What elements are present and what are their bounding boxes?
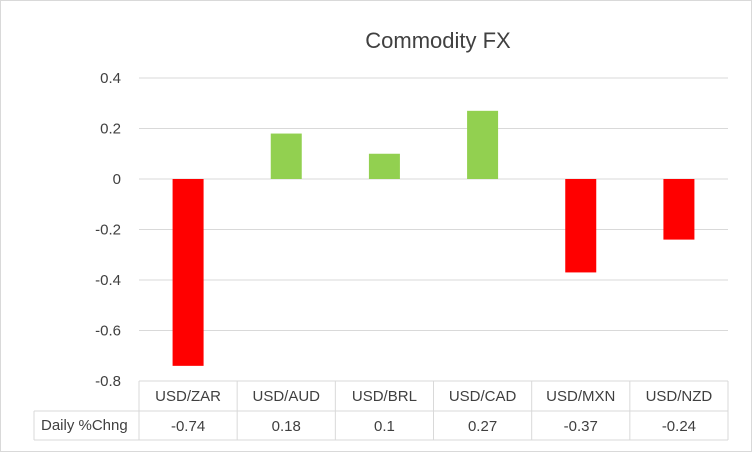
bar-usd-nzd <box>663 179 695 240</box>
category-label: USD/AUD <box>252 388 320 405</box>
chart-title: Commodity FX <box>365 28 511 53</box>
bar-usd-mxn <box>565 179 597 273</box>
y-tick-label: 0 <box>113 171 121 188</box>
category-label: USD/NZD <box>646 388 713 405</box>
bar-usd-zar <box>172 179 204 366</box>
category-label: USD/BRL <box>352 388 417 405</box>
bars <box>172 110 695 366</box>
y-tick-label: -0.8 <box>95 373 121 390</box>
gridlines <box>139 77 728 331</box>
bar-usd-cad <box>467 110 499 179</box>
category-label: USD/MXN <box>546 388 615 405</box>
series-name-label: Daily %Chng <box>41 417 128 434</box>
y-tick-label: 0.4 <box>100 70 121 87</box>
y-axis-tick-labels: 0.4 0.2 0 -0.2 -0.4 -0.6 -0.8 <box>95 70 121 390</box>
category-label: USD/ZAR <box>155 388 221 405</box>
y-tick-label: -0.2 <box>95 222 121 239</box>
data-table: Daily %Chng USD/ZAR -0.74 USD/AUD 0.18 USD/B… <box>33 380 729 441</box>
value-cell: -0.37 <box>564 418 598 435</box>
value-cell: 0.1 <box>374 418 395 435</box>
bar-usd-aud <box>270 133 302 179</box>
y-tick-label: -0.4 <box>95 272 121 289</box>
y-tick-label: 0.2 <box>100 121 121 138</box>
y-tick-label: -0.6 <box>95 323 121 340</box>
category-label: USD/CAD <box>449 388 517 405</box>
value-cell: -0.24 <box>662 418 696 435</box>
value-cell: 0.18 <box>272 418 301 435</box>
bar-usd-brl <box>368 153 400 179</box>
value-cell: 0.27 <box>468 418 497 435</box>
value-cell: -0.74 <box>171 418 205 435</box>
